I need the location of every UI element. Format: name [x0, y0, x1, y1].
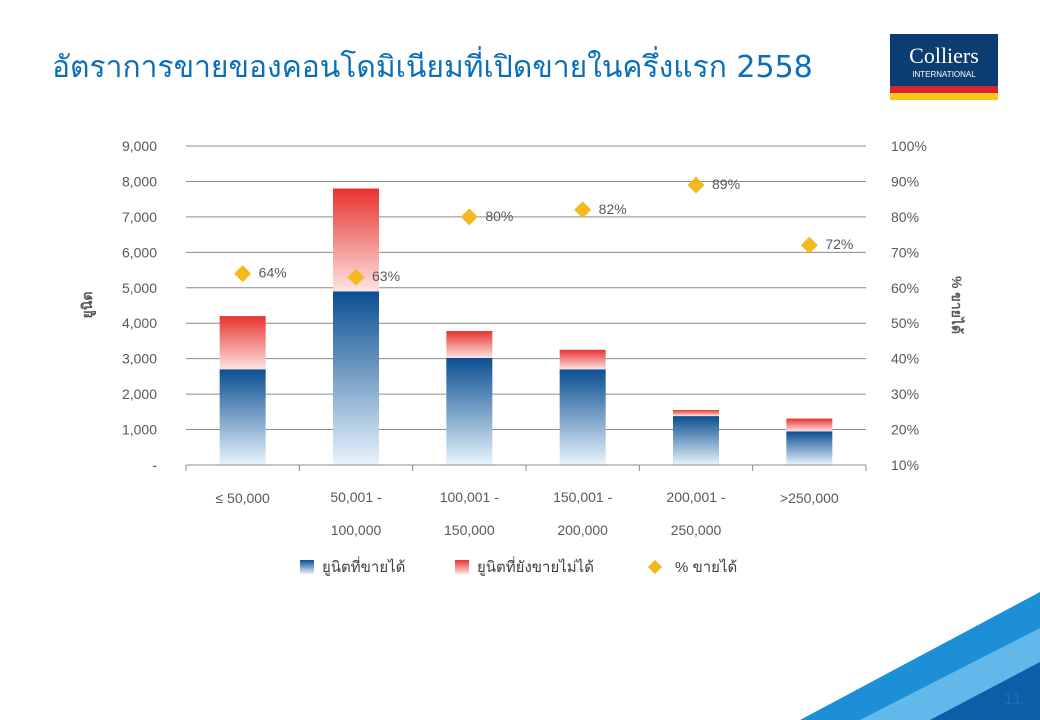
x-tick-label: 150,001 - — [553, 489, 612, 505]
bar-unsold — [673, 410, 719, 417]
percent-marker — [800, 236, 818, 254]
y-tick-label: - — [152, 457, 157, 473]
logo-text-main: Colliers — [909, 43, 979, 68]
bar-sold — [559, 369, 606, 465]
y2-tick-label: 50% — [891, 315, 919, 331]
y-tick-label: 2,000 — [122, 386, 157, 402]
legend-label: ยูนิตที่ขายได้ — [322, 556, 405, 576]
x-tick-label: >250,000 — [780, 490, 839, 506]
bars — [219, 188, 833, 465]
bar-unsold — [446, 331, 493, 358]
percent-marker — [574, 201, 592, 219]
bar-unsold — [559, 349, 606, 370]
x-tick-label-line2: 200,000 — [557, 522, 608, 538]
bar-sold — [333, 291, 379, 465]
y-tick-label: 9,000 — [122, 138, 157, 154]
legend-swatch-percent — [647, 559, 663, 575]
y-tick-label: 8,000 — [122, 173, 157, 189]
y2-tick-label: 80% — [891, 209, 919, 225]
legend-label: % ขายได้ — [675, 558, 737, 576]
x-tick-label-line2: 250,000 — [671, 522, 722, 538]
y-tick-label: 3,000 — [122, 351, 157, 367]
y-tick-label: 5,000 — [122, 280, 157, 296]
legend: ยูนิตที่ขายได้ ยูนิตที่ยังขายไม่ได้ % ขายไ… — [300, 556, 737, 576]
x-tick-label: ≤ 50,000 — [215, 490, 270, 506]
percent-marker — [687, 176, 705, 194]
y-tick-label: 6,000 — [122, 244, 157, 260]
percent-marker — [460, 208, 478, 226]
y2-tick-label: 20% — [891, 422, 919, 438]
legend-label: ยูนิตที่ยังขายไม่ได้ — [477, 556, 594, 576]
y2-axis-title: % ขายได้ — [949, 276, 966, 334]
y2-tick-label: 60% — [891, 280, 919, 296]
bar-sold — [673, 416, 719, 465]
y-tick-label: 1,000 — [122, 422, 157, 438]
colliers-logo: Colliers INTERNATIONAL — [890, 34, 998, 100]
grid-lines — [186, 145, 866, 431]
percent-marker — [347, 268, 365, 286]
x-tick-label-line2: 150,000 — [444, 522, 495, 538]
x-tick-label: 100,001 - — [440, 489, 499, 505]
y-tick-label: 7,000 — [122, 209, 157, 225]
bar-sold — [219, 369, 266, 465]
y2-tick-label: 30% — [891, 386, 919, 402]
bar-sold — [446, 357, 493, 465]
percent-label: 72% — [825, 236, 853, 252]
percent-markers: 64% 63% 80% 82% 89% 72% — [234, 176, 853, 286]
percent-label: 64% — [259, 265, 287, 281]
page-number: 11 — [1004, 692, 1022, 708]
y-tick-label: 4,000 — [122, 315, 157, 331]
bar-unsold — [786, 418, 833, 432]
axes: - 1,000 2,000 3,000 4,000 5,000 6,000 7,000 8,00… — [79, 138, 966, 538]
y2-tick-label: 10% — [891, 457, 919, 473]
x-tick-label-line2: 100,000 — [331, 522, 382, 538]
percent-label: 82% — [599, 201, 627, 217]
logo-text-sub: INTERNATIONAL — [912, 70, 976, 79]
stacked-bar-chart: 64% 63% 80% 82% 89% 72% - 1,000 2,000 3,000 4,000… — [79, 138, 966, 576]
bar-sold — [786, 431, 833, 465]
percent-label: 80% — [485, 208, 513, 224]
legend-swatch-unsold — [455, 560, 469, 574]
percent-label: 63% — [372, 268, 400, 284]
y2-tick-label: 70% — [891, 244, 919, 260]
y2-tick-label: 90% — [891, 173, 919, 189]
x-tick-label: 50,001 - — [330, 489, 382, 505]
y2-tick-label: 40% — [891, 351, 919, 367]
x-tick-label: 200,001 - — [666, 489, 725, 505]
percent-label: 89% — [712, 176, 740, 192]
slide-title: อัตราการขายของคอนโดมิเนียมที่เปิดขายในคร… — [52, 50, 813, 85]
y2-tick-label: 100% — [891, 138, 927, 154]
bar-unsold — [219, 316, 266, 370]
legend-swatch-sold — [300, 560, 314, 574]
y-axis-title: ยูนิต — [79, 292, 96, 319]
percent-marker — [234, 265, 252, 283]
